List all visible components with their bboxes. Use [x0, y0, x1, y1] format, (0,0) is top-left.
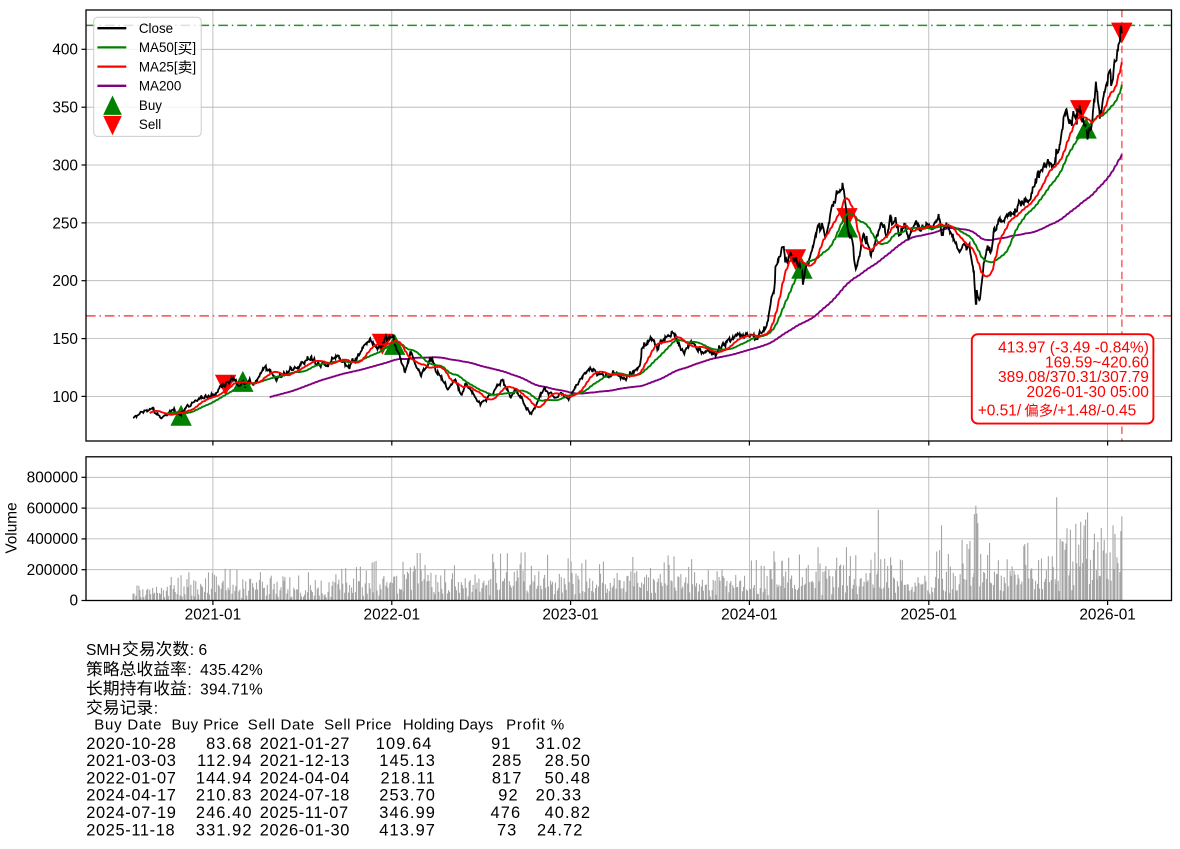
svg-text:350: 350: [52, 100, 78, 117]
svg-text:300: 300: [52, 157, 78, 174]
svg-text:92: 92: [498, 787, 518, 805]
svg-text:Close: Close: [139, 21, 173, 36]
svg-text::: :: [187, 681, 191, 698]
svg-text::: :: [154, 701, 158, 718]
svg-text:2024-01: 2024-01: [721, 607, 777, 624]
svg-text:0: 0: [69, 593, 78, 610]
svg-text:91: 91: [491, 735, 511, 753]
svg-text:Sell: Sell: [139, 117, 161, 132]
svg-text:Profit %: Profit %: [506, 717, 565, 734]
svg-text:Holding Days: Holding Days: [403, 717, 493, 734]
svg-text:/+1.48/-0.45: /+1.48/-0.45: [1053, 403, 1136, 420]
svg-text:Volume: Volume: [4, 502, 21, 553]
svg-text:2020-10-28: 2020-10-28: [86, 735, 176, 753]
svg-text:2023-01: 2023-01: [542, 607, 598, 624]
svg-text:Sell Price: Sell Price: [324, 717, 392, 734]
svg-text:Sell Date: Sell Date: [248, 717, 315, 734]
svg-text:346.99: 346.99: [379, 804, 436, 822]
svg-text:2024-07-19: 2024-07-19: [86, 804, 176, 822]
svg-text:476: 476: [491, 804, 522, 822]
svg-text:331.92: 331.92: [196, 821, 253, 839]
svg-text:2024-04-17: 2024-04-17: [86, 787, 176, 805]
svg-text:2022-01-07: 2022-01-07: [86, 769, 176, 787]
svg-text:150: 150: [52, 331, 78, 348]
svg-text:400: 400: [52, 42, 78, 59]
svg-text:31.02: 31.02: [536, 735, 583, 753]
svg-text::: :: [187, 662, 191, 679]
svg-text:83.68: 83.68: [206, 735, 253, 753]
svg-text:Buy: Buy: [139, 98, 162, 113]
svg-text:73: 73: [497, 821, 517, 839]
svg-text:413.97 (-3.49 -0.84%): 413.97 (-3.49 -0.84%): [998, 340, 1149, 357]
svg-text:253.70: 253.70: [379, 787, 436, 805]
svg-text:2024-04-04: 2024-04-04: [260, 769, 350, 787]
svg-text:200000: 200000: [27, 562, 78, 579]
svg-text:28.50: 28.50: [545, 752, 592, 770]
svg-text:2025-11-18: 2025-11-18: [86, 821, 175, 839]
svg-text:389.08/370.31/307.79: 389.08/370.31/307.79: [998, 369, 1149, 386]
svg-text:2026-01-30 05:00: 2026-01-30 05:00: [1027, 384, 1150, 401]
svg-text:2021-01: 2021-01: [185, 607, 241, 624]
svg-text:2021-03-03: 2021-03-03: [86, 752, 176, 770]
svg-text:Buy Price: Buy Price: [172, 717, 240, 734]
svg-text:109.64: 109.64: [376, 735, 433, 753]
svg-text:2026-01: 2026-01: [1079, 607, 1135, 624]
svg-text:2024-07-18: 2024-07-18: [260, 787, 350, 805]
svg-text:40.82: 40.82: [545, 804, 592, 822]
svg-text:24.72: 24.72: [537, 821, 584, 839]
svg-text:435.42%: 435.42%: [200, 662, 263, 679]
svg-text:413.97: 413.97: [379, 821, 436, 839]
svg-text:]: ]: [192, 59, 196, 74]
svg-text:MA50[: MA50[: [139, 40, 178, 55]
svg-text:144.94: 144.94: [196, 769, 253, 787]
svg-text:2025-01: 2025-01: [901, 607, 957, 624]
svg-text:145.13: 145.13: [379, 752, 436, 770]
svg-text:169.59~420.60: 169.59~420.60: [1045, 354, 1149, 371]
svg-text:250: 250: [52, 215, 78, 232]
svg-text:SMH: SMH: [86, 642, 121, 659]
svg-text:218.11: 218.11: [380, 769, 436, 787]
svg-text:+0.51/: +0.51/: [978, 403, 1022, 420]
svg-text:100: 100: [52, 389, 78, 406]
svg-text:Buy Date: Buy Date: [94, 717, 162, 734]
svg-text:600000: 600000: [27, 500, 78, 517]
svg-text:210.83: 210.83: [196, 787, 253, 805]
svg-text:2021-12-13: 2021-12-13: [260, 752, 350, 770]
svg-text:817: 817: [492, 769, 523, 787]
svg-text:MA200: MA200: [139, 79, 181, 94]
svg-text:MA25[: MA25[: [139, 59, 178, 74]
svg-text:]: ]: [192, 40, 196, 55]
svg-text:2022-01: 2022-01: [364, 607, 420, 624]
svg-text:246.40: 246.40: [196, 804, 253, 822]
svg-text:2021-01-27: 2021-01-27: [260, 735, 350, 753]
svg-text:50.48: 50.48: [545, 769, 592, 787]
svg-text:20.33: 20.33: [536, 787, 583, 805]
svg-text:2026-01-30: 2026-01-30: [260, 821, 350, 839]
svg-text:2025-11-07: 2025-11-07: [260, 804, 349, 822]
svg-text:112.94: 112.94: [197, 752, 253, 770]
svg-text:800000: 800000: [27, 470, 78, 487]
svg-text:200: 200: [52, 273, 78, 290]
svg-text:400000: 400000: [27, 531, 78, 548]
svg-text:: 6: : 6: [190, 642, 207, 659]
svg-text:285: 285: [492, 752, 523, 770]
svg-text:394.71%: 394.71%: [200, 681, 263, 698]
